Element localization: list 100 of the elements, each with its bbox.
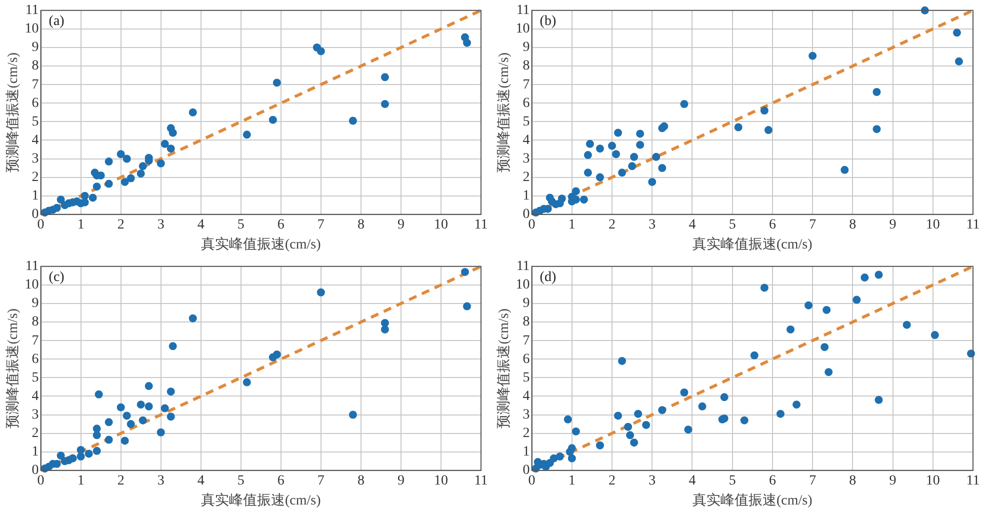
y-tick-label: 7 [522, 77, 530, 92]
y-tick-label: 4 [32, 132, 39, 148]
x-tick-label: 1 [77, 217, 84, 232]
x-tick-label: 1 [77, 473, 84, 488]
x-tick-label: 4 [197, 473, 204, 488]
y-axis-title: 预测峰值振速(cm/s) [5, 52, 22, 172]
x-tick-label: 2 [117, 217, 124, 232]
y-tick-label: 6 [522, 96, 530, 111]
y-tick-label: 1 [32, 444, 39, 460]
x-tick-label: 11 [474, 217, 488, 232]
y-tick-label: 1 [32, 188, 39, 204]
x-axis-title: 真实峰值振速(cm/s) [201, 492, 322, 508]
x-tick-label: 3 [648, 217, 656, 232]
x-tick-label: 9 [889, 217, 896, 232]
y-tick-label: 7 [32, 77, 39, 92]
x-tick-label: 10 [926, 217, 940, 232]
y-tick-label: 10 [24, 278, 39, 293]
y-tick-label: 3 [32, 407, 39, 422]
annotation: (a) [48, 14, 65, 30]
x-tick-label: 4 [197, 217, 204, 232]
y-tick-label: 6 [32, 352, 39, 367]
x-tick-label: 5 [237, 217, 244, 232]
y-tick-label: 9 [522, 296, 530, 312]
x-tick-label: 2 [608, 217, 616, 232]
y-tick-label: 8 [32, 314, 39, 330]
y-tick-label: 10 [24, 22, 39, 37]
y-tick-label: 2 [522, 170, 530, 185]
x-tick-label: 3 [157, 473, 164, 488]
x-tick-label: 7 [317, 217, 324, 232]
y-tick-label: 7 [522, 333, 530, 348]
annotation: (c) [48, 270, 65, 286]
x-tick-label: 4 [688, 217, 696, 232]
y-tick-label: 9 [32, 296, 39, 312]
x-tick-label: 1 [568, 473, 576, 488]
x-tick-label: 7 [317, 473, 324, 488]
x-tick-label: 10 [926, 473, 940, 488]
x-tick-label: 1 [568, 217, 576, 232]
y-axis-title: 预测峰值振速(cm/s) [496, 308, 512, 428]
x-tick-label: 10 [434, 217, 448, 232]
y-tick-label: 7 [32, 333, 39, 348]
y-tick-label: 2 [32, 426, 39, 441]
x-axis-title: 真实峰值振速(cm/s) [692, 492, 813, 508]
x-tick-label: 6 [277, 473, 284, 488]
x-tick-label: 9 [397, 473, 404, 488]
x-tick-label: 11 [966, 217, 980, 232]
y-tick-label: 3 [522, 407, 530, 422]
y-tick-label: 0 [522, 207, 530, 222]
y-tick-label: 5 [522, 370, 530, 386]
x-tick-label: 5 [728, 473, 736, 488]
y-tick-label: 0 [522, 463, 530, 478]
y-tick-label: 10 [516, 22, 530, 37]
y-tick-label: 6 [32, 96, 39, 111]
y-tick-label: 8 [522, 314, 530, 330]
y-tick-label: 4 [522, 132, 530, 148]
y-tick-label: 0 [32, 463, 39, 478]
y-tick-label: 10 [516, 278, 530, 293]
y-tick-label: 4 [522, 388, 530, 404]
y-tick-label: 3 [522, 151, 530, 166]
x-axis-title: 真实峰值振速(cm/s) [201, 236, 322, 252]
y-tick-label: 1 [522, 444, 530, 460]
y-tick-label: 11 [25, 3, 39, 18]
x-tick-label: 6 [768, 473, 776, 488]
x-tick-label: 9 [397, 217, 404, 232]
x-axis-title: 真实峰值振速(cm/s) [692, 236, 813, 252]
y-tick-label: 3 [32, 151, 39, 166]
x-tick-label: 10 [434, 473, 448, 488]
x-tick-label: 8 [849, 473, 856, 488]
x-tick-label: 6 [768, 217, 776, 232]
x-tick-label: 4 [688, 473, 696, 488]
x-tick-label: 7 [809, 217, 816, 232]
x-tick-label: 11 [966, 473, 980, 488]
x-tick-label: 11 [474, 473, 488, 488]
y-tick-label: 6 [522, 352, 530, 367]
y-tick-label: 9 [522, 40, 530, 56]
x-tick-label: 3 [648, 473, 656, 488]
annotation: (b) [540, 14, 556, 30]
y-tick-label: 0 [32, 207, 39, 222]
x-tick-label: 8 [357, 217, 364, 232]
y-tick-label: 11 [25, 259, 39, 274]
y-tick-label: 11 [516, 259, 530, 274]
x-tick-label: 5 [237, 473, 244, 488]
y-tick-label: 4 [32, 388, 39, 404]
x-tick-label: 3 [157, 217, 164, 232]
y-tick-label: 11 [516, 3, 530, 18]
y-tick-label: 5 [32, 114, 39, 130]
x-tick-label: 2 [117, 473, 124, 488]
annotation: (d) [540, 270, 556, 286]
y-tick-label: 2 [522, 426, 530, 441]
x-tick-label: 5 [728, 217, 736, 232]
x-tick-label: 6 [277, 217, 284, 232]
y-tick-label: 1 [522, 188, 530, 204]
y-tick-label: 5 [522, 114, 530, 130]
x-tick-label: 8 [849, 217, 856, 232]
y-tick-label: 8 [522, 58, 530, 74]
y-axis-title: 预测峰值振速(cm/s) [496, 52, 512, 172]
y-tick-label: 8 [32, 58, 39, 74]
y-tick-label: 9 [32, 40, 39, 56]
y-axis-title: 预测峰值振速(cm/s) [5, 308, 22, 428]
x-tick-label: 9 [889, 473, 896, 488]
x-tick-label: 7 [809, 473, 816, 488]
